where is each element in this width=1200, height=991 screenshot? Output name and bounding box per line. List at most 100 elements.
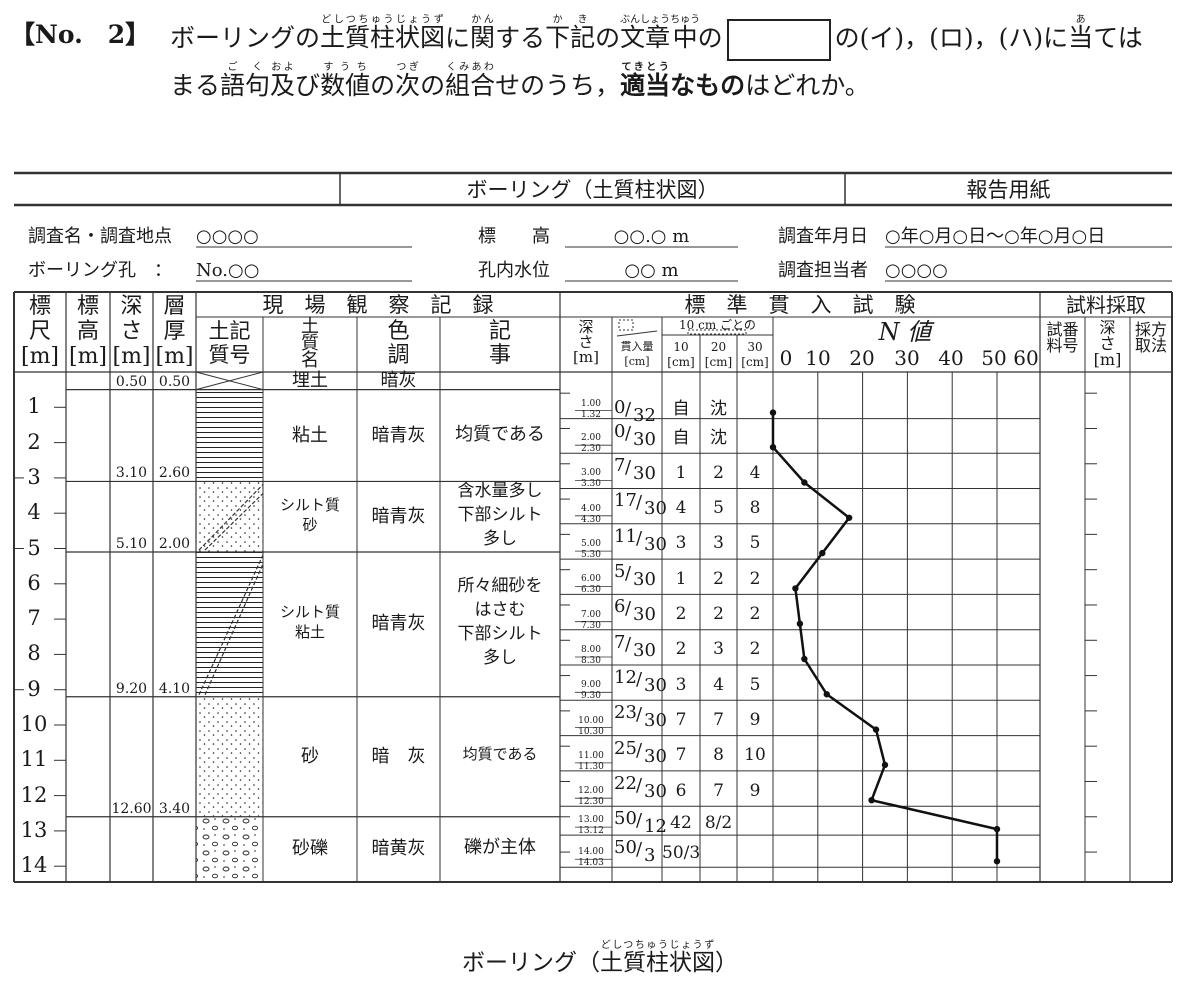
question-text: する (495, 23, 546, 52)
depth-scale-mark: 14 (20, 853, 48, 878)
n-value-point (993, 825, 1001, 833)
n-axis-tick-label: 30 (894, 346, 920, 370)
depth-scale-mark: 5 (27, 535, 41, 560)
soil-note: 下部シルト (457, 624, 543, 645)
soil-color: 暗灰 (380, 369, 417, 391)
ruby-text: 下記かき (545, 14, 596, 52)
ruby-base: 語句 (220, 71, 271, 100)
ruby-text: 及およ (270, 62, 295, 100)
fraction-slash: / (625, 457, 632, 479)
form-title: ボーリング（土質柱状図） (466, 178, 719, 202)
penetration-cm: 30 (633, 569, 656, 591)
layer-depth: 0.50 (115, 373, 148, 390)
blow-count: 7 (614, 455, 626, 477)
test-start-depth: 13.00 (578, 815, 604, 826)
blows-10cm: 42 (670, 812, 692, 833)
blow-count: 5 (614, 561, 626, 583)
n-axis-tick-label: 50 (981, 346, 1007, 370)
ruby-text: 数値すうち (320, 62, 370, 100)
furigana: くみあわ (445, 62, 496, 73)
header-penetration: 貫入量 (620, 340, 654, 353)
blows-30cm: 10 (744, 745, 766, 766)
blows-20cm: 3 (713, 533, 724, 554)
ruby-base: 関 (470, 23, 496, 52)
header-depth: 深 (120, 294, 143, 319)
blows-10cm: 1 (675, 568, 687, 589)
test-end-depth: 14.03 (578, 858, 604, 869)
header-per-10cm: 10 cm ごとの (679, 318, 756, 332)
fraction-slash: / (625, 398, 632, 420)
header-depth: さ (120, 319, 143, 344)
blow-count: 6 (614, 596, 626, 618)
blow-count: 22 (614, 772, 637, 794)
test-end-depth: 11.30 (578, 761, 604, 772)
blows-20cm: 2 (713, 568, 724, 589)
soil-name: 埋土 (292, 369, 328, 391)
header-elevation: [m] (68, 344, 108, 369)
furigana: つぎ (395, 62, 421, 73)
date-value: ○年○月○日～○年○月○日 (885, 226, 1106, 247)
header-color: 調 (387, 343, 410, 368)
question-text: び (295, 71, 321, 100)
header-soil-name: 名 (301, 350, 319, 371)
depth-scale-mark: 7 (27, 606, 41, 631)
test-end-depth: 2.30 (580, 444, 602, 455)
blows-30cm: 2 (749, 568, 761, 589)
header-scale: [m] (20, 344, 60, 369)
fraction-slash: / (636, 492, 643, 514)
blows-30cm: 4 (749, 462, 761, 483)
test-start-depth: 2.00 (580, 433, 602, 444)
soil-color: 暗青灰 (371, 505, 426, 527)
header-elevation: 高 (76, 319, 99, 344)
test-start-depth: 3.00 (580, 468, 602, 479)
header-elevation: 標 (76, 294, 99, 319)
ruby-text: 組合くみあわ (445, 62, 495, 100)
soil-name: シルト質 (279, 495, 340, 514)
ruby-base: 下記 (545, 23, 596, 52)
blows-10cm: 6 (675, 780, 687, 801)
penetration-cm: 30 (644, 498, 667, 520)
header-thickness: 層 (163, 294, 186, 319)
penetration-cm: 30 (644, 745, 667, 767)
n-value-point (823, 691, 830, 698)
depth-scale-mark: 13 (20, 817, 48, 842)
soil-symbol-gravel (196, 816, 263, 882)
furigana: ごく (220, 62, 271, 73)
question-text: の (595, 23, 621, 52)
blows-placeholder-box (618, 319, 634, 331)
fraction-slash: / (636, 774, 643, 796)
header-blow-30: [cm] (741, 355, 769, 369)
blows-30cm: 2 (749, 604, 761, 625)
soil-color: 暗青灰 (371, 613, 426, 635)
n-value-point (872, 726, 880, 733)
blows-10cm: 自 (672, 427, 690, 448)
question-text: はどれか。 (745, 71, 870, 100)
header-sample-depth: 深 (1099, 318, 1116, 337)
n-value-point (801, 479, 808, 486)
test-start-depth: 5.00 (580, 539, 602, 550)
soil-note: 所々細砂を (457, 576, 543, 597)
blows-10cm: 50/3 (662, 843, 701, 864)
soil-name: 砂 (302, 515, 318, 534)
header-soil-name: 土 (301, 316, 319, 337)
header-blow-20: [cm] (704, 355, 733, 369)
blows-10cm: 3 (675, 533, 687, 554)
blows-30cm: 8 (749, 498, 761, 519)
blows-20cm: 7 (713, 709, 724, 730)
penetration-cm: 30 (633, 639, 656, 661)
blows-20cm: 4 (713, 674, 724, 695)
soil-name: 砂 (301, 745, 319, 767)
fraction-slash: / (625, 422, 632, 444)
test-end-depth: 6.30 (580, 585, 602, 596)
fraction-slash: / (625, 633, 632, 655)
test-end-depth: 4.30 (580, 514, 602, 525)
staff-label: 調査担当者 (778, 260, 868, 281)
header-scale: 標 (28, 294, 51, 319)
blows-10cm: 7 (675, 745, 687, 766)
hole-value: No.○○ (196, 260, 260, 281)
field-observation-header: 現 場 観 察 記 録 (262, 293, 494, 317)
soil-color: 暗 灰 (371, 745, 426, 767)
blows-30cm: 9 (749, 709, 761, 730)
ruby-base: 次 (395, 71, 421, 100)
ruby-base: 適当 (620, 71, 671, 100)
